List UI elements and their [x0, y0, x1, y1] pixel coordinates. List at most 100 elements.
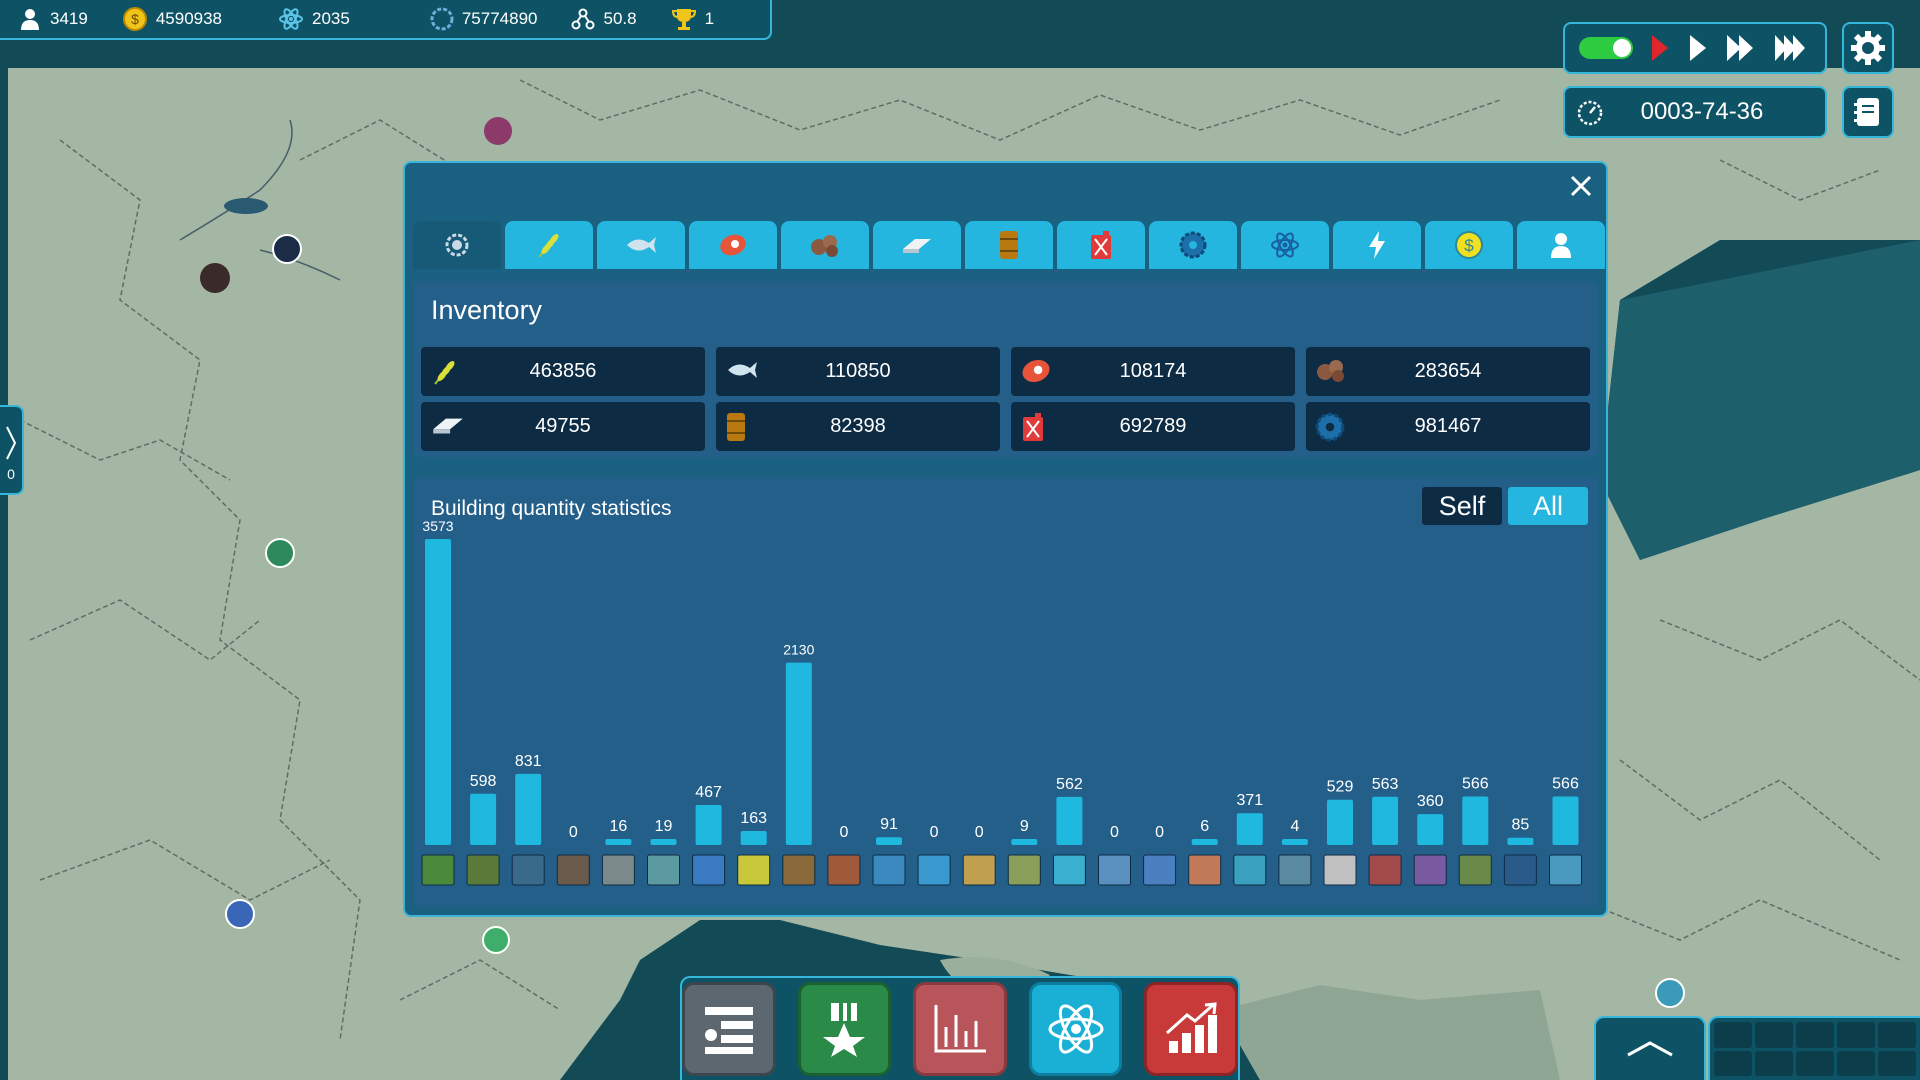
tab-fuel[interactable] — [1057, 221, 1145, 269]
coin-icon: $ — [122, 7, 147, 31]
gdp-stat[interactable]: 75774890 — [430, 7, 537, 31]
building-type-icon[interactable] — [827, 854, 861, 886]
close-button[interactable] — [1570, 171, 1592, 205]
tab-power[interactable] — [1333, 221, 1421, 269]
ore-icon — [1317, 360, 1344, 382]
chart-bar — [1191, 839, 1218, 845]
building-type-icon[interactable] — [1458, 854, 1492, 886]
tab-research[interactable] — [1241, 221, 1329, 269]
building-type-icon[interactable] — [1323, 854, 1357, 886]
filter-cell[interactable] — [1714, 1022, 1752, 1048]
self-button[interactable]: Self — [1422, 487, 1502, 525]
money-stat[interactable]: $ 4590938 — [122, 6, 222, 32]
tab-meat[interactable] — [689, 221, 777, 269]
research-stat[interactable]: 2035 — [278, 6, 350, 32]
building-type-icon[interactable] — [1368, 854, 1402, 886]
building-type-icon[interactable] — [1143, 854, 1177, 886]
tab-oil[interactable] — [965, 221, 1053, 269]
ore-icon — [811, 235, 838, 257]
inventory-cell-metal[interactable]: 49755 — [421, 402, 705, 451]
tab-grain[interactable] — [505, 221, 593, 269]
building-type-icon[interactable] — [1233, 854, 1267, 886]
achievements-button[interactable] — [797, 982, 892, 1076]
building-type-icon[interactable] — [1007, 854, 1041, 886]
notebook-button[interactable] — [1842, 86, 1894, 138]
metal-icon — [903, 239, 931, 253]
building-type-icon[interactable] — [511, 854, 545, 886]
building-type-icon[interactable] — [782, 854, 816, 886]
timer-icon — [1577, 100, 1603, 126]
inventory-cell-oil[interactable]: 82398 — [716, 402, 1000, 451]
chart-value-label: 9 — [1020, 818, 1029, 835]
play-icon[interactable] — [1687, 33, 1709, 63]
chart-value-label: 529 — [1327, 779, 1354, 796]
tab-fish[interactable] — [597, 221, 685, 269]
rank-stat[interactable]: 1 — [671, 6, 714, 32]
policy-list-button[interactable] — [682, 982, 776, 1076]
influence-stat[interactable]: 50.8 — [571, 7, 637, 31]
date-value: 0003-74-36 — [1640, 98, 1764, 125]
building-type-icon[interactable] — [1278, 854, 1312, 886]
all-button[interactable]: All — [1508, 487, 1588, 525]
building-type-icon[interactable] — [872, 854, 906, 886]
oil-barrel-icon — [1000, 231, 1018, 259]
auto-toggle[interactable] — [1579, 37, 1633, 59]
inventory-cell-fuel[interactable]: 692789 — [1011, 402, 1295, 451]
building-type-icon[interactable] — [556, 854, 590, 886]
building-type-icon[interactable] — [1503, 854, 1537, 886]
tab-parts[interactable] — [1149, 221, 1237, 269]
inventory-cell-ore[interactable]: 283654 — [1306, 347, 1590, 396]
inventory-cell-grain[interactable]: 463856 — [421, 347, 705, 396]
building-type-icon[interactable] — [1098, 854, 1131, 886]
inventory-cell-meat[interactable]: 108174 — [1011, 347, 1295, 396]
inventory-cell-parts[interactable]: 981467 — [1306, 402, 1590, 451]
tab-population[interactable] — [1517, 221, 1605, 269]
building-type-icon[interactable] — [1188, 854, 1222, 886]
building-type-icon[interactable] — [466, 854, 500, 886]
building-type-icon[interactable] — [962, 854, 996, 886]
chart-bar — [1327, 799, 1353, 845]
inventory-cell-fish[interactable]: 110850 — [716, 347, 1000, 396]
building-type-icon[interactable] — [601, 854, 635, 886]
building-type-icon[interactable] — [917, 854, 951, 886]
research-button[interactable] — [1028, 982, 1123, 1076]
tab-money[interactable]: $ — [1425, 221, 1513, 269]
filter-cell[interactable] — [1714, 1050, 1752, 1076]
building-type-icon[interactable] — [1549, 854, 1582, 886]
tab-all[interactable] — [413, 221, 501, 269]
fastest-forward-icon[interactable] — [1773, 33, 1809, 63]
filter-cell[interactable] — [1837, 1022, 1875, 1048]
chart-value-label: 4 — [1290, 818, 1299, 835]
fish-icon — [627, 237, 656, 253]
settings-button[interactable] — [1842, 22, 1894, 74]
building-type-icon[interactable] — [737, 854, 771, 886]
gear-icon — [1315, 412, 1345, 442]
pause-icon[interactable] — [1649, 33, 1671, 63]
building-type-icon[interactable] — [421, 854, 455, 886]
filter-cell[interactable] — [1796, 1022, 1834, 1048]
filter-cell[interactable] — [1878, 1050, 1916, 1076]
building-type-icon[interactable] — [647, 854, 680, 886]
filter-cell[interactable] — [1837, 1050, 1875, 1076]
fast-forward-icon[interactable] — [1725, 33, 1757, 63]
filter-cell[interactable] — [1755, 1022, 1793, 1048]
building-type-icon[interactable] — [1052, 854, 1086, 886]
tab-ore[interactable] — [781, 221, 869, 269]
chart-value-label: 163 — [740, 810, 767, 827]
population-stat[interactable]: 3419 — [18, 7, 88, 31]
chart-bar — [695, 805, 722, 845]
economy-button[interactable] — [1144, 982, 1238, 1076]
filter-cell[interactable] — [1878, 1022, 1916, 1048]
inventory-value: 283654 — [1414, 360, 1482, 382]
expand-panel-button[interactable] — [1594, 1016, 1706, 1080]
influence-value: 50.8 — [603, 9, 637, 28]
building-type-icon[interactable] — [692, 854, 726, 886]
filter-cell[interactable] — [1796, 1050, 1834, 1076]
filter-cell[interactable] — [1755, 1050, 1793, 1076]
tab-metal[interactable] — [873, 221, 961, 269]
building-type-icon[interactable] — [1413, 854, 1447, 886]
grain-icon — [434, 361, 455, 385]
side-panel-tab[interactable]: 0 — [0, 405, 24, 495]
statistics-button[interactable] — [913, 982, 1007, 1076]
chart-bar — [425, 539, 451, 845]
